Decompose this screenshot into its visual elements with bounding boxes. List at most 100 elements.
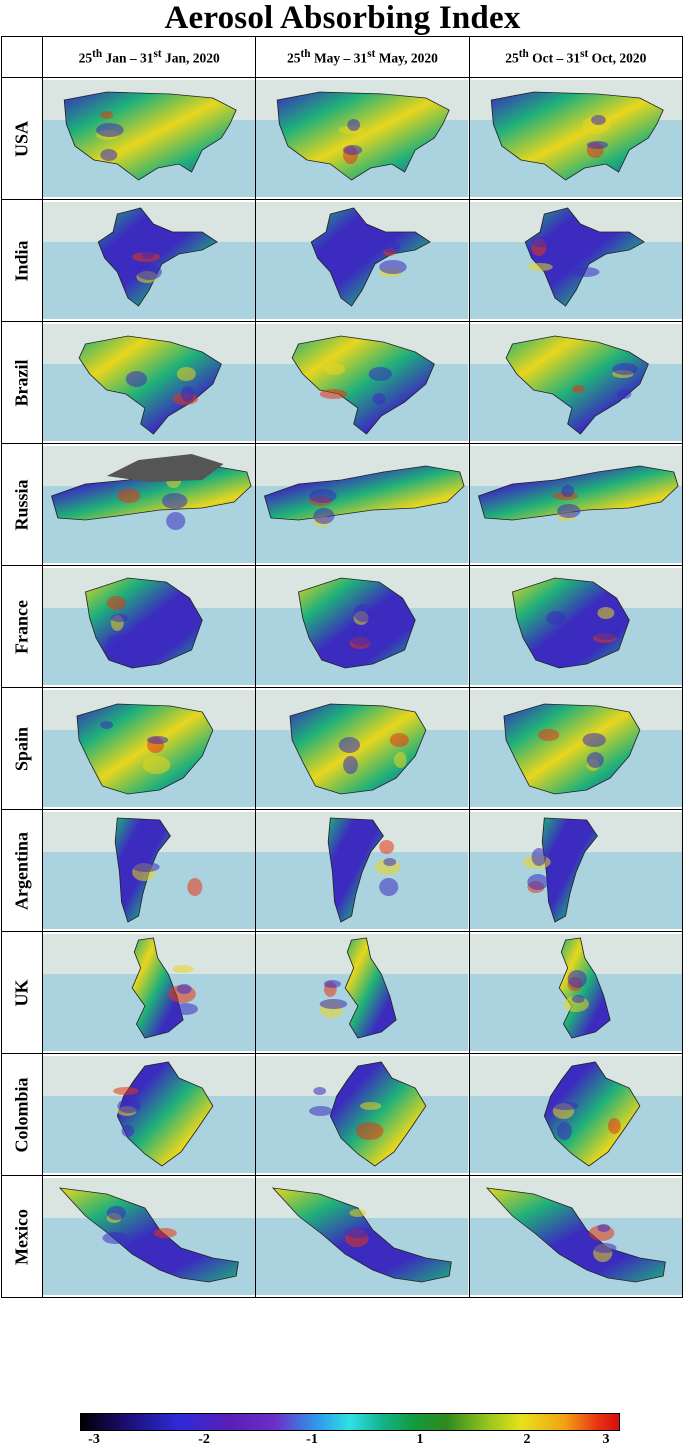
aerosol-hotspot (592, 626, 621, 640)
map-panel (468, 77, 684, 200)
aerosol-hotspot (383, 241, 401, 253)
heatmap-svg (469, 812, 682, 929)
aerosol-hotspot (526, 263, 553, 271)
aerosol-hotspot (136, 264, 162, 280)
row-brazil: Brazil (1, 321, 684, 444)
aerosol-hotspot (586, 141, 608, 149)
heatmap-svg (256, 568, 469, 685)
aerosol-hotspot (125, 371, 148, 387)
header-row: 25th Jan – 31st Jan, 2020 25th May – 31s… (1, 36, 684, 78)
map-panel (41, 1175, 257, 1298)
header-text: Jan – 31 (102, 50, 154, 66)
heatmap-svg (43, 446, 256, 563)
country-label-cell: Mexico (1, 1175, 43, 1298)
heatmap-svg (43, 202, 256, 319)
heatmap-svg (43, 812, 256, 929)
header-text: Oct – 31 (528, 50, 581, 66)
aerosol-hotspot (597, 607, 615, 619)
map-panel (468, 687, 684, 810)
map-panel (255, 687, 470, 810)
aerosol-hotspot (582, 733, 606, 747)
row-mexico: Mexico (1, 1175, 684, 1298)
country-shape (505, 335, 649, 435)
colorbar-tick: 3 (602, 1432, 610, 1447)
row-usa: USA (1, 77, 684, 200)
country-label: USA (11, 120, 32, 157)
aerosol-hotspot (360, 1102, 382, 1110)
colorbar-tick: -2 (198, 1432, 210, 1447)
country-label-cell: India (1, 199, 43, 322)
colorbar (80, 1413, 620, 1431)
map-panel (468, 1175, 684, 1298)
heatmap-svg (256, 1178, 469, 1295)
aerosol-hotspot (320, 999, 348, 1009)
aerosol-hotspot (368, 367, 393, 381)
aerosol-hotspot (176, 367, 196, 381)
aerosol-hotspot (172, 1003, 198, 1015)
map-panel (41, 565, 257, 688)
aerosol-hotspot (153, 1228, 177, 1238)
aerosol-hotspot (132, 862, 160, 872)
country-shape (543, 1061, 641, 1167)
country-label: France (11, 599, 32, 654)
header-suffix: st (153, 47, 162, 60)
row-uk: UK (1, 931, 684, 1054)
country-shape (291, 335, 436, 435)
column-header-oct: 25th Oct – 31st Oct, 2020 (468, 36, 684, 78)
country-label-cell: Russia (1, 443, 43, 566)
row-argentina: Argentina (1, 809, 684, 932)
heatmap-svg (469, 446, 682, 563)
aerosol-hotspot (349, 630, 376, 646)
map-panel (468, 931, 684, 1054)
header-day: 25 (505, 50, 519, 66)
aerosol-hotspot (383, 858, 397, 866)
heatmap-svg (43, 690, 256, 807)
country-label: Brazil (11, 359, 32, 406)
heatmap-svg (469, 202, 682, 319)
aerosol-hotspot (117, 489, 141, 503)
aerosol-hotspot (586, 752, 604, 768)
aerosol-hotspot (106, 634, 131, 652)
aerosol-hotspot (379, 260, 408, 274)
aerosol-hotspot (96, 123, 124, 137)
map-panel (255, 1175, 470, 1298)
heatmap-svg (256, 324, 469, 441)
aerosol-hotspot (339, 737, 361, 753)
header-suffix: st (580, 47, 589, 60)
country-shape (311, 207, 432, 307)
row-spain: Spain (1, 687, 684, 810)
heatmap-svg (43, 1178, 256, 1295)
aerosol-hotspot (187, 878, 203, 896)
map-panel (41, 199, 257, 322)
header-suffix: st (367, 47, 376, 60)
aerosol-hotspot (611, 363, 638, 375)
country-label-cell: Colombia (1, 1053, 43, 1176)
country-shape (345, 937, 397, 1039)
heatmap-svg (469, 80, 682, 197)
aerosol-hotspot (121, 1125, 135, 1137)
map-panel (255, 809, 470, 932)
aerosol-hotspot (309, 489, 338, 503)
aerosol-hotspot (161, 493, 188, 509)
aerosol-hotspot (100, 149, 118, 161)
heatmap-svg (256, 1056, 469, 1173)
heatmap-svg (43, 1056, 256, 1173)
heatmap-svg (256, 446, 469, 563)
header-suffix: th (300, 47, 311, 60)
country-label: Argentina (11, 831, 32, 910)
map-panel (41, 687, 257, 810)
heatmap-svg (469, 568, 682, 685)
aerosol-hotspot (546, 611, 566, 625)
aerosol-hotspot (349, 1209, 367, 1217)
map-panel (255, 931, 470, 1054)
aerosol-hotspot (345, 1228, 374, 1238)
heatmap-svg (256, 80, 469, 197)
aerosol-hotspot (106, 596, 126, 610)
map-panel (255, 443, 470, 566)
country-shape (328, 817, 385, 923)
heatmap-svg (43, 324, 256, 441)
map-panel (468, 321, 684, 444)
country-label: UK (11, 979, 32, 1006)
map-panel (41, 931, 257, 1054)
figure-title: Aerosol Absorbing Index (164, 0, 521, 36)
